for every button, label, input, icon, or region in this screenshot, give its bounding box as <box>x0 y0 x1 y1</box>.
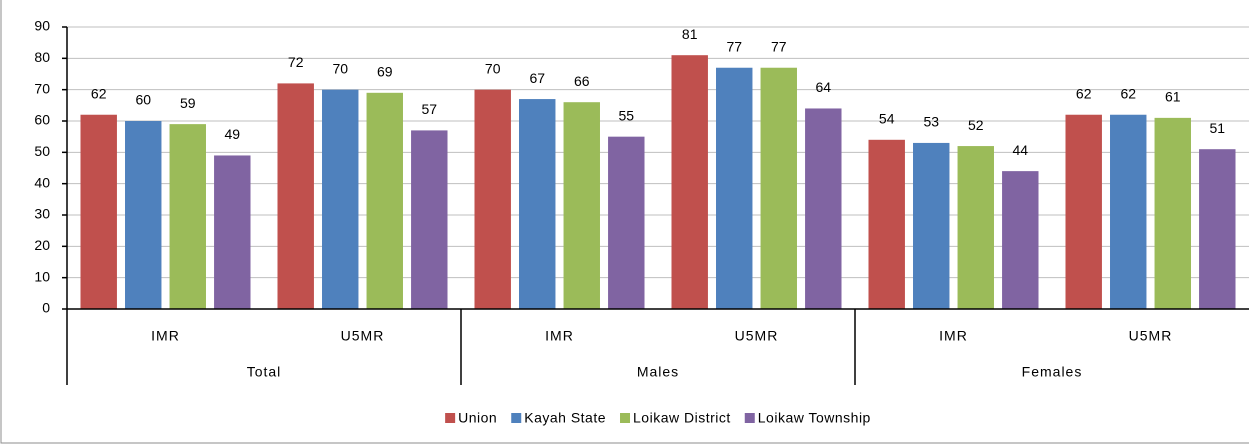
bar <box>214 155 251 309</box>
group-label: Total <box>247 364 282 380</box>
bar <box>1002 171 1039 309</box>
bar <box>474 89 511 310</box>
value-label: 51 <box>1209 120 1225 136</box>
group-label: Females <box>1022 364 1083 380</box>
bar <box>868 139 905 309</box>
bar <box>169 124 206 309</box>
bar <box>125 121 162 309</box>
bar <box>1154 117 1191 309</box>
bar <box>957 146 994 309</box>
value-label: 57 <box>421 101 437 117</box>
value-label: 69 <box>377 64 393 80</box>
value-label: 77 <box>726 38 742 54</box>
y-tick-label: 50 <box>34 143 50 159</box>
bar <box>1110 114 1147 309</box>
y-tick-label: 0 <box>42 300 50 316</box>
value-label: 62 <box>1076 85 1092 101</box>
legend-label: Union <box>458 410 497 426</box>
value-label: 62 <box>91 85 107 101</box>
x-tick-label: IMR <box>939 328 968 344</box>
bar <box>1065 114 1102 309</box>
bar <box>366 92 403 309</box>
y-tick-label: 10 <box>34 268 50 284</box>
legend-label: Kayah State <box>524 410 606 426</box>
bar <box>277 83 314 310</box>
bar <box>805 108 842 309</box>
y-tick-label: 70 <box>34 80 50 96</box>
value-label: 52 <box>968 117 984 133</box>
value-label: 54 <box>879 111 895 127</box>
value-label: 81 <box>682 26 698 42</box>
legend-label: Loikaw District <box>633 410 731 426</box>
value-label: 66 <box>574 73 590 89</box>
legend-swatch <box>511 413 522 423</box>
value-label: 72 <box>288 54 304 70</box>
value-label: 62 <box>1120 85 1136 101</box>
y-tick-label: 80 <box>34 49 50 65</box>
y-tick-label: 60 <box>34 112 50 128</box>
x-tick-label: U5MR <box>735 328 779 344</box>
bar <box>671 55 708 310</box>
legend: Union Kayah State Loikaw District Loikaw To… <box>445 410 871 426</box>
legend-swatch <box>744 413 755 423</box>
bar <box>1199 149 1236 309</box>
value-label: 77 <box>771 38 787 54</box>
x-tick-label: IMR <box>545 328 574 344</box>
bar <box>608 136 645 309</box>
value-label: 70 <box>332 60 348 76</box>
value-label: 49 <box>224 126 240 142</box>
legend-label: Loikaw Township <box>758 410 871 426</box>
y-tick-label: 20 <box>34 237 50 253</box>
x-tick-label: U5MR <box>341 328 385 344</box>
y-tick-label: 90 <box>34 18 50 34</box>
value-label: 53 <box>923 114 939 130</box>
x-tick-label: IMR <box>151 328 180 344</box>
y-tick-label: 40 <box>34 174 50 190</box>
bar <box>760 67 797 309</box>
value-label: 61 <box>1165 89 1181 105</box>
x-tick-label: U5MR <box>1129 328 1173 344</box>
value-label: 59 <box>180 95 196 111</box>
bar <box>519 99 556 309</box>
value-label: 67 <box>529 70 545 86</box>
bar <box>322 89 359 310</box>
value-label: 55 <box>618 107 634 123</box>
legend-swatch <box>445 413 456 423</box>
legend-swatch <box>620 413 631 423</box>
bar <box>80 114 117 309</box>
group-label: Males <box>637 364 679 380</box>
value-label: 60 <box>135 92 151 108</box>
bar <box>563 102 600 309</box>
bar <box>411 130 448 309</box>
bar <box>716 67 753 309</box>
value-label: 64 <box>815 79 831 95</box>
value-label: 70 <box>485 60 501 76</box>
value-label: 44 <box>1012 142 1028 158</box>
y-tick-label: 30 <box>34 206 50 222</box>
bar <box>913 142 950 309</box>
